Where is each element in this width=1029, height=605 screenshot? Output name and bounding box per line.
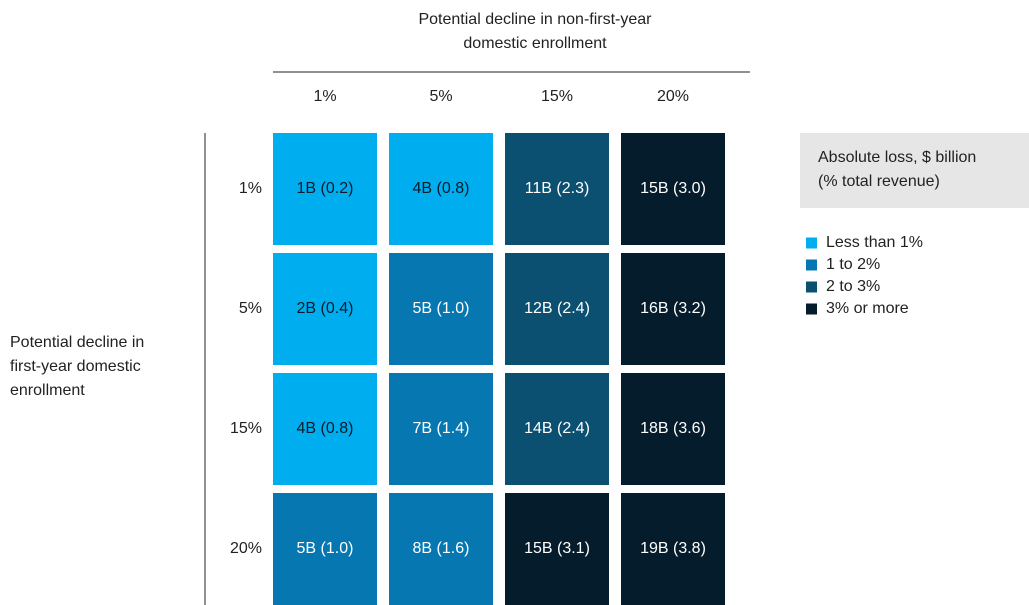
cell-label: 4B (0.8): [297, 420, 354, 437]
y-tick-label: 5%: [239, 300, 262, 317]
cell-label: 15B (3.1): [524, 540, 590, 557]
heatmap-cell: [621, 493, 725, 605]
heatmap-cell: [273, 253, 377, 365]
heatmap-cell: [273, 493, 377, 605]
legend-label: Less than 1%: [826, 234, 923, 251]
cell-label: 2B (0.4): [297, 300, 354, 317]
legend-label: 2 to 3%: [826, 278, 880, 295]
cell-label: 7B (1.4): [413, 420, 470, 437]
legend-label: 3% or more: [826, 300, 909, 317]
heatmap-cell: [505, 253, 609, 365]
x-tick-label: 1%: [313, 88, 336, 105]
heatmap-cell: [505, 493, 609, 605]
y-axis-title: Potential decline in: [10, 334, 144, 351]
heatmap-cell: [273, 373, 377, 485]
heatmap-cell: [621, 253, 725, 365]
heatmap-cell: [621, 133, 725, 245]
legend-swatch: [806, 237, 817, 249]
cell-label: 12B (2.4): [524, 300, 590, 317]
y-tick-label: 20%: [230, 540, 262, 557]
cell-label: 11B (2.3): [525, 180, 590, 197]
heatmap-cell: [389, 373, 493, 485]
legend-swatch: [806, 281, 817, 293]
heatmap-cell: [505, 133, 609, 245]
cell-label: 18B (3.6): [640, 420, 706, 437]
x-tick-label: 15%: [541, 88, 573, 105]
y-axis-title: enrollment: [10, 382, 85, 399]
x-tick-label: 5%: [429, 88, 452, 105]
cell-label: 14B (2.4): [524, 420, 590, 437]
legend-title: (% total revenue): [818, 173, 940, 190]
legend-title-box: [800, 133, 1029, 208]
cell-label: 4B (0.8): [413, 180, 470, 197]
legend-title: Absolute loss, $ billion: [818, 149, 976, 166]
cell-label: 1B (0.2): [297, 180, 354, 197]
x-tick-label: 20%: [657, 88, 689, 105]
cell-label: 19B (3.8): [640, 540, 706, 557]
heatmap-cell: [505, 373, 609, 485]
legend-swatch: [806, 259, 817, 271]
heatmap-cell: [389, 493, 493, 605]
heatmap-cell: [389, 253, 493, 365]
cell-label: 5B (1.0): [297, 540, 354, 557]
cell-label: 15B (3.0): [640, 180, 706, 197]
x-axis-title: domestic enrollment: [463, 35, 607, 52]
y-tick-label: 15%: [230, 420, 262, 437]
cell-label: 8B (1.6): [413, 540, 470, 557]
legend-swatch: [806, 303, 817, 315]
x-axis-title: Potential decline in non-first-year: [418, 11, 652, 28]
y-tick-label: 1%: [239, 180, 262, 197]
heatmap-cell: [273, 133, 377, 245]
y-axis-title: first-year domestic: [10, 358, 141, 375]
cell-label: 16B (3.2): [640, 300, 706, 317]
heatmap-cell: [621, 373, 725, 485]
legend-label: 1 to 2%: [826, 256, 880, 273]
cell-label: 5B (1.0): [413, 300, 470, 317]
heatmap-cell: [389, 133, 493, 245]
